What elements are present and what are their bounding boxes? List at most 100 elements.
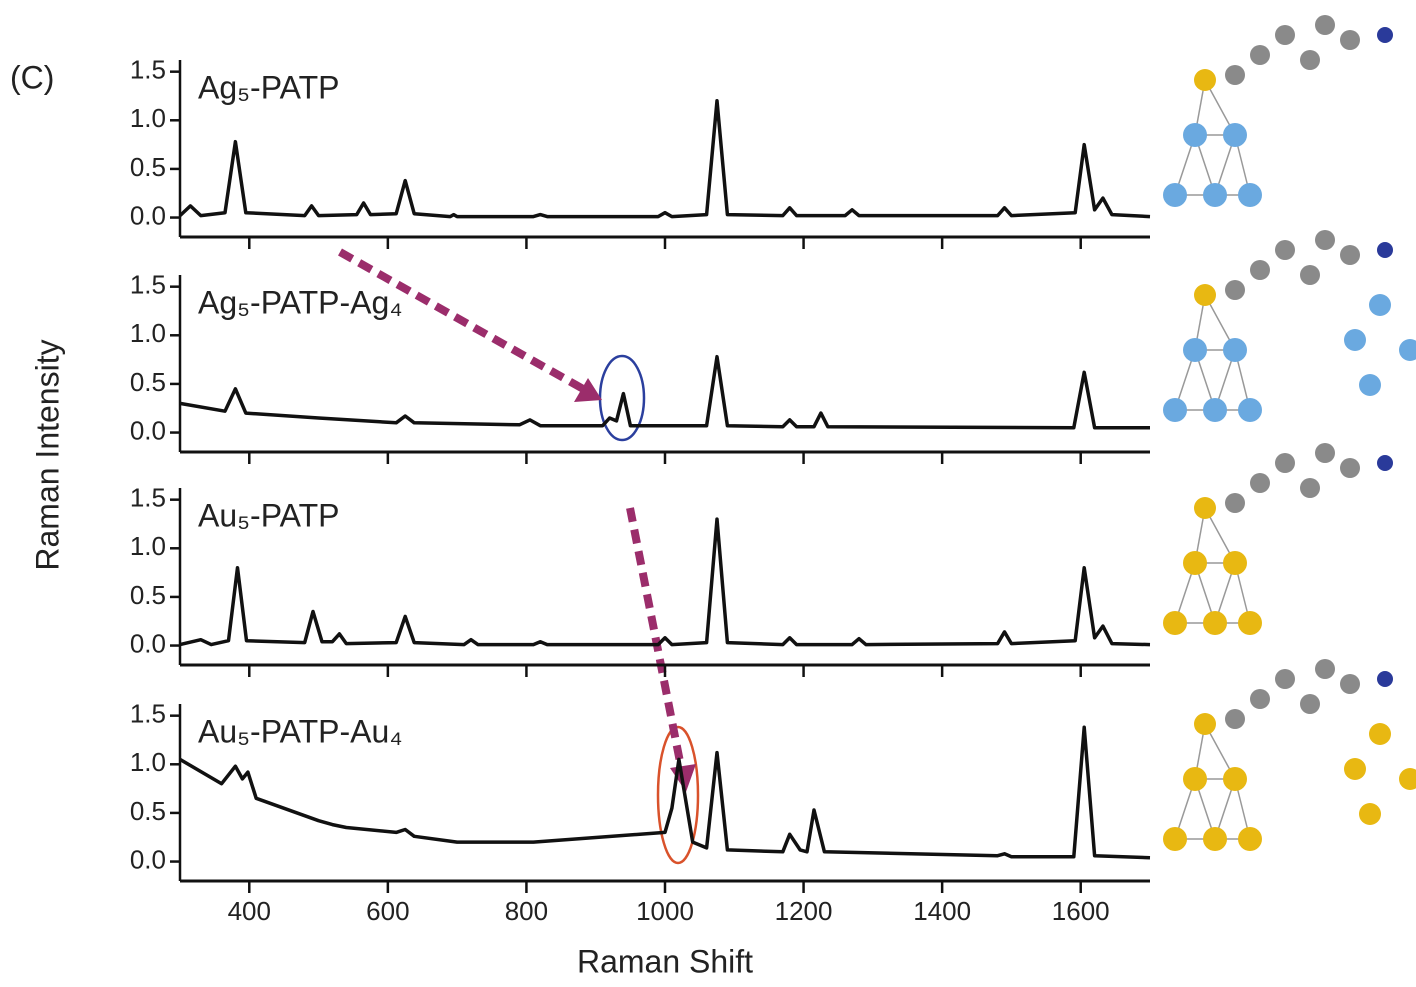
carbon-atom [1300,478,1320,498]
y-tick-label: 0.5 [130,152,166,182]
annotations [338,248,700,865]
spectrum-title: Au₅-PATP-Au₄ [198,713,402,749]
metal-atom [1203,398,1227,422]
metal-atom [1163,611,1187,635]
y-tick-label: 0.0 [130,628,166,658]
sulfur-atom [1194,284,1216,306]
metal-atom [1359,374,1381,396]
carbon-atom [1315,659,1335,679]
sulfur-atom [1194,69,1216,91]
x-tick-label: 1200 [775,896,833,926]
carbon-atom [1250,45,1270,65]
carbon-atom [1340,458,1360,478]
metal-atom [1223,338,1247,362]
metal-atom [1183,338,1207,362]
y-tick-label: 1.0 [130,103,166,133]
nitrogen-atom [1377,27,1393,43]
metal-atom [1238,183,1262,207]
y-tick-label: 0.5 [130,580,166,610]
metal-atom [1399,768,1416,790]
sulfur-atom [1194,497,1216,519]
spectrum-line [179,517,1151,647]
y-tick-label: 1.5 [130,483,166,513]
nitrogen-atom [1377,242,1393,258]
carbon-atom [1250,473,1270,493]
metal-atom [1369,294,1391,316]
carbon-atom [1300,265,1320,285]
y-tick-label: 0.5 [130,796,166,826]
carbon-atom [1225,280,1245,300]
spectrum-title: Ag₅-PATP-Ag₄ [198,284,402,320]
carbon-atom [1275,240,1295,260]
metal-atom [1238,398,1262,422]
carbon-atom [1225,65,1245,85]
y-tick-label: 1.5 [130,55,166,85]
metal-atom [1399,339,1416,361]
metal-atom [1183,551,1207,575]
carbon-atom [1315,443,1335,463]
spectrum-line [179,354,1150,430]
carbon-atom [1275,453,1295,473]
carbon-atom [1225,709,1245,729]
x-tick-label: 600 [366,896,409,926]
y-tick-label: 0.0 [130,200,166,230]
x-tick-label: 1000 [636,896,694,926]
carbon-atom [1275,25,1295,45]
metal-atom [1223,123,1247,147]
y-tick-label: 1.5 [130,270,166,300]
metal-atom [1203,183,1227,207]
metal-atom [1163,183,1187,207]
y-tick-label: 1.0 [130,747,166,777]
metal-atom [1183,767,1207,791]
metal-atom [1163,398,1187,422]
metal-atom [1223,551,1247,575]
carbon-atom [1225,493,1245,513]
spectrum-line [179,725,1151,860]
metal-atom [1359,803,1381,825]
x-tick-label: 1600 [1052,896,1110,926]
y-tick-label: 0.0 [130,415,166,445]
x-tick-label: 400 [228,896,271,926]
carbon-atom [1300,50,1320,70]
nitrogen-atom [1377,671,1393,687]
carbon-atom [1250,260,1270,280]
carbon-atom [1340,30,1360,50]
y-axis-label: Raman Intensity [29,339,65,570]
metal-atom [1223,767,1247,791]
x-tick-label: 1400 [913,896,971,926]
metal-atom [1183,123,1207,147]
metal-atom [1369,723,1391,745]
molecule-illustrations [1163,15,1416,851]
spectrum-line [178,99,1151,219]
x-axis-label: Raman Shift [577,943,753,979]
y-tick-label: 1.0 [130,531,166,561]
metal-atom [1163,827,1187,851]
panel-label: (C) [10,59,54,95]
carbon-atom [1275,669,1295,689]
highlight-ellipse [656,725,700,865]
metal-atom [1344,329,1366,351]
nitrogen-atom [1377,455,1393,471]
y-tick-label: 1.5 [130,699,166,729]
spectrum-title: Ag₅-PATP [198,69,340,105]
carbon-atom [1315,230,1335,250]
carbon-atom [1250,689,1270,709]
y-tick-label: 0.5 [130,367,166,397]
arrow [626,507,686,773]
carbon-atom [1340,245,1360,265]
arrowhead [574,378,602,402]
carbon-atom [1315,15,1335,35]
metal-atom [1238,827,1262,851]
carbon-atom [1340,674,1360,694]
x-tick-label: 800 [505,896,548,926]
arrow [338,248,587,394]
carbon-atom [1300,694,1320,714]
spectrum-title: Au₅-PATP [198,497,340,533]
y-tick-label: 1.0 [130,318,166,348]
metal-atom [1238,611,1262,635]
sulfur-atom [1194,713,1216,735]
metal-atom [1344,758,1366,780]
metal-atom [1203,611,1227,635]
